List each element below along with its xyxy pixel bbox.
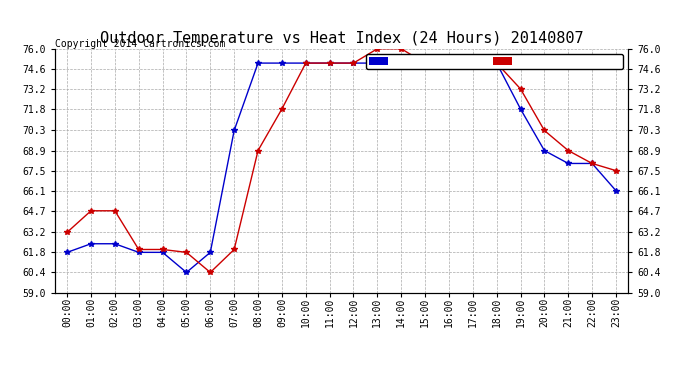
Title: Outdoor Temperature vs Heat Index (24 Hours) 20140807: Outdoor Temperature vs Heat Index (24 Ho… [100,31,583,46]
Legend: Heat Index  (°F), Temperature  (°F): Heat Index (°F), Temperature (°F) [366,54,623,69]
Text: Copyright 2014 Cartronics.com: Copyright 2014 Cartronics.com [55,39,226,49]
